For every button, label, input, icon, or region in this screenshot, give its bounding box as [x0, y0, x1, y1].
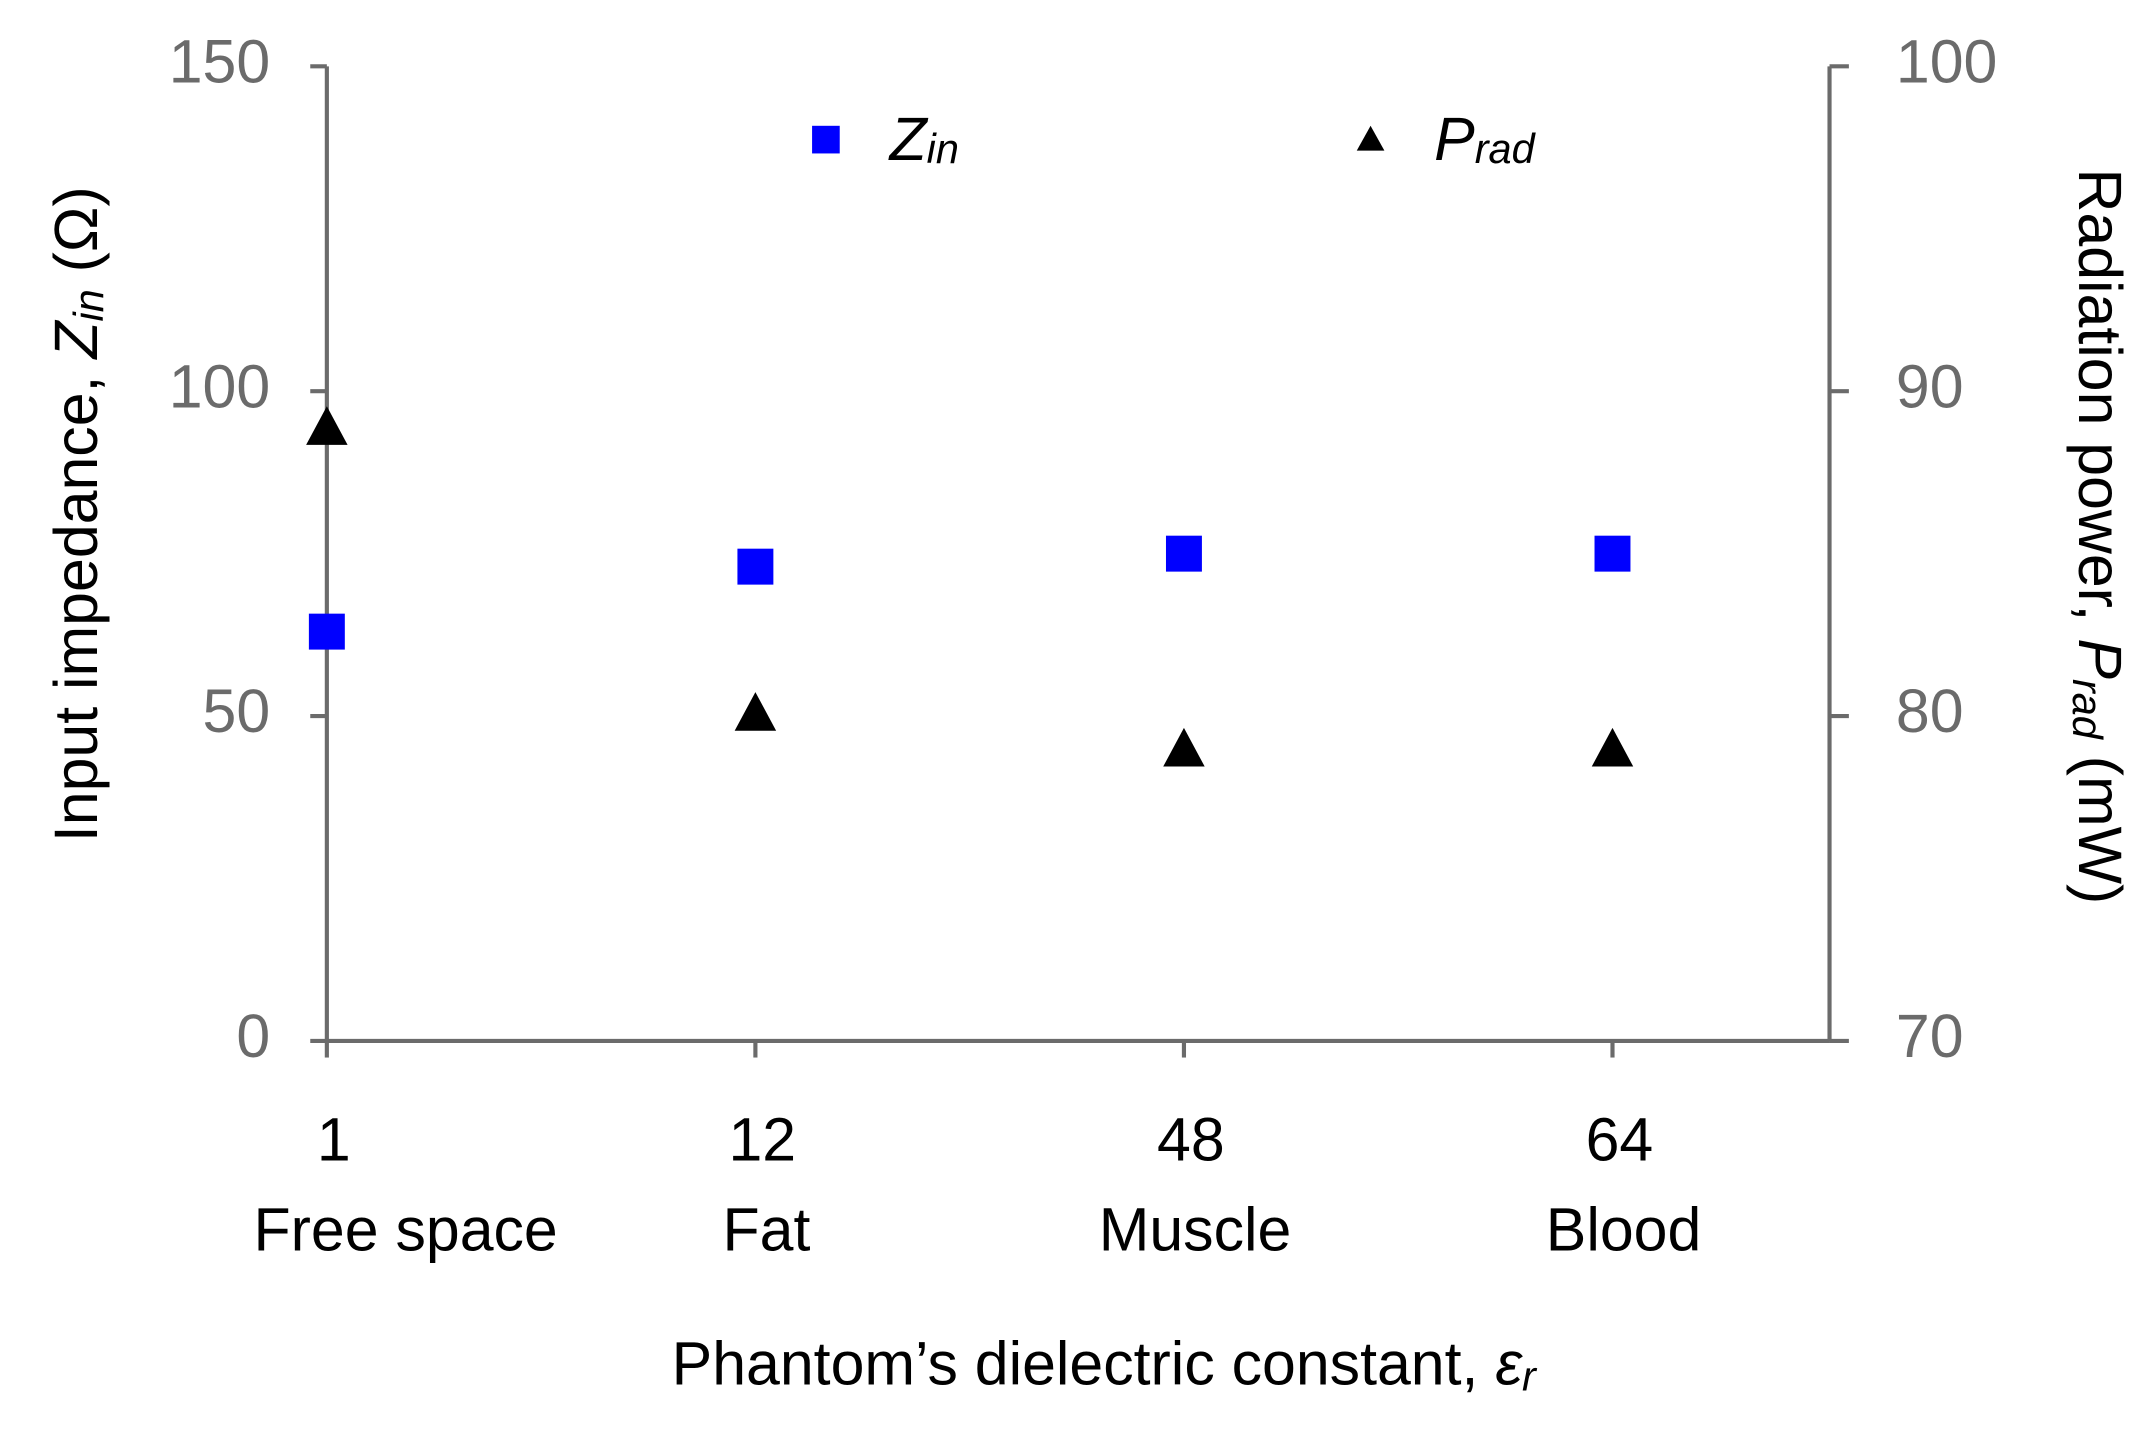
data-point [1163, 727, 1205, 767]
y-tick-label: 50 [203, 677, 271, 745]
data-point [1591, 727, 1634, 767]
data-point [306, 406, 348, 445]
y-tick-label: 0 [236, 1002, 270, 1070]
legend-marker [1356, 125, 1385, 151]
y2-axis-label: Radiation power, Prad (mW) [2064, 168, 2134, 904]
x-category-name: Muscle [1099, 1196, 1292, 1264]
legend-label: Prad [1434, 105, 1536, 173]
data-point [308, 613, 345, 650]
x-category-name: Free space [254, 1196, 558, 1264]
x-tick-label: 64 [1586, 1106, 1654, 1174]
y-axis-label-part: (Ω) [42, 186, 110, 289]
y2-axis-label-part: (mW) [2066, 739, 2134, 904]
legend-label: Zin [887, 105, 958, 173]
y-axis-label-part: Z [42, 320, 110, 361]
x-category-name: Blood [1546, 1196, 1702, 1264]
x-tick-label: 1 [317, 1106, 351, 1174]
y2-axis-label-part: Radiation power, [2066, 168, 2134, 638]
legend-name: P [1434, 105, 1475, 173]
y-axis-label: Input impedance, Zin (Ω) [42, 186, 112, 842]
y-tick-label: 150 [169, 27, 270, 95]
x-category-name: Fat [723, 1196, 811, 1264]
data-point [1594, 535, 1631, 572]
legend-marker [812, 125, 840, 154]
x-axis-label: Phantom’s dielectric constant, εr [672, 1330, 1538, 1400]
legend-name: Z [887, 105, 928, 173]
x-tick-label: 48 [1157, 1106, 1225, 1174]
y-axis-label-part: Input impedance, [42, 359, 110, 842]
y-tick-label: 100 [169, 352, 270, 420]
data-point [737, 548, 774, 585]
y2-axis-label-part: rad [2064, 679, 2111, 741]
y2-axis-label-part: P [2066, 638, 2134, 679]
x-tick-label: 12 [728, 1106, 796, 1174]
y-axis-label-part: in [65, 289, 112, 321]
y2-tick-label: 80 [1896, 677, 1964, 745]
y2-tick-label: 100 [1896, 27, 1997, 95]
legend-subscript: in [927, 125, 959, 172]
data-point [1165, 535, 1202, 572]
y2-tick-label: 70 [1896, 1002, 1964, 1070]
x-axis-label-part: r [1522, 1353, 1538, 1400]
x-axis-label-part: ε [1495, 1330, 1523, 1398]
x-axis-label-part: Phantom’s dielectric constant, [672, 1330, 1496, 1398]
y2-tick-label: 90 [1896, 352, 1964, 420]
legend-subscript: rad [1475, 125, 1537, 172]
data-point [734, 692, 777, 731]
